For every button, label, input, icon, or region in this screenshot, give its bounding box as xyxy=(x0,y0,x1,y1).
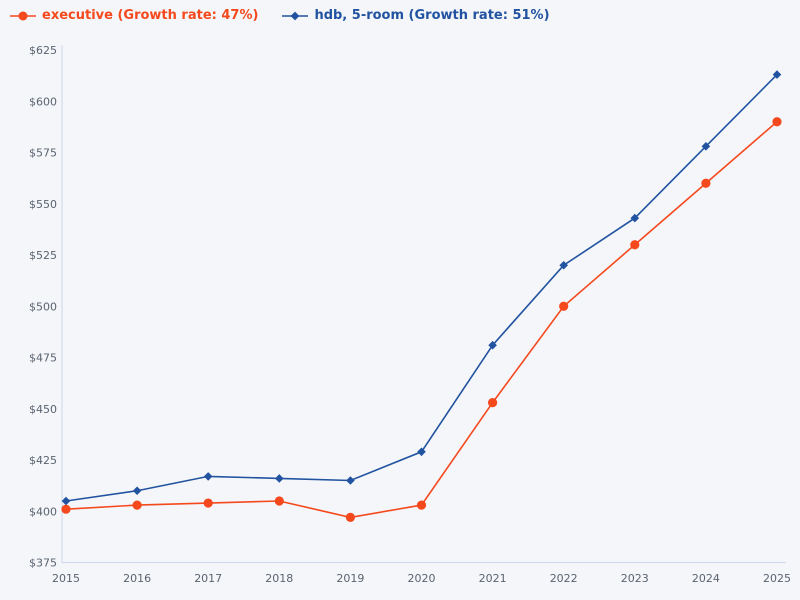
data-point-hdb-5-room-2024[interactable] xyxy=(701,142,711,151)
data-point-hdb-5-room-2018[interactable] xyxy=(275,474,284,483)
x-tick-label: 2019 xyxy=(336,572,364,585)
y-tick-label: $525 xyxy=(29,249,57,262)
x-tick-label: 2020 xyxy=(408,572,436,585)
x-tick-label: 2024 xyxy=(692,572,720,585)
data-point-executive-2025[interactable] xyxy=(772,117,782,127)
legend-item-executive[interactable]: executive (Growth rate: 47%) xyxy=(10,8,258,23)
y-tick-label: $425 xyxy=(29,454,57,467)
y-tick-label: $450 xyxy=(29,403,57,416)
x-tick-label: 2015 xyxy=(52,572,80,585)
data-point-hdb-5-room-2022[interactable] xyxy=(559,260,568,270)
data-point-executive-2024[interactable] xyxy=(701,178,711,188)
y-tick-label: $575 xyxy=(29,147,57,160)
data-point-executive-2016[interactable] xyxy=(132,500,142,510)
data-point-hdb-5-room-2016[interactable] xyxy=(132,486,142,496)
x-tick-label: 2023 xyxy=(621,572,649,585)
x-tick-label: 2021 xyxy=(479,572,507,585)
data-point-hdb-5-room-2017[interactable] xyxy=(203,472,213,481)
legend-item-hdb-5-room[interactable]: hdb, 5-room (Growth rate: 51%) xyxy=(282,8,550,23)
x-tick-label: 2018 xyxy=(265,572,293,585)
legend-label-hdb-5-room: hdb, 5-room (Growth rate: 51%) xyxy=(314,8,550,23)
y-tick-label: $550 xyxy=(29,198,57,211)
data-point-executive-2021[interactable] xyxy=(488,398,498,408)
y-tick-label: $500 xyxy=(29,300,57,313)
series-line-hdb-5-room xyxy=(65,74,778,502)
data-point-hdb-5-room-2023[interactable] xyxy=(630,213,640,223)
data-point-executive-2018[interactable] xyxy=(274,496,284,506)
x-tick-label: 2016 xyxy=(123,572,151,585)
y-tick-label: $375 xyxy=(29,557,57,570)
data-point-hdb-5-room-2025[interactable] xyxy=(772,70,782,79)
x-tick-label: 2017 xyxy=(194,572,222,585)
legend-circle-marker-icon xyxy=(10,10,36,22)
chart-legend: executive (Growth rate: 47%) hdb, 5-room… xyxy=(10,8,550,23)
x-tick-label: 2025 xyxy=(763,572,791,585)
data-point-executive-2017[interactable] xyxy=(203,498,213,508)
data-point-executive-2020[interactable] xyxy=(416,500,427,510)
data-point-hdb-5-room-2015[interactable] xyxy=(61,496,71,506)
y-tick-label: $600 xyxy=(29,95,57,108)
legend-diamond-marker-icon xyxy=(282,10,309,22)
x-tick-label: 2022 xyxy=(550,572,578,585)
data-point-executive-2022[interactable] xyxy=(559,301,569,311)
data-point-hdb-5-room-2020[interactable] xyxy=(417,447,426,457)
y-tick-label: $400 xyxy=(29,505,57,518)
y-tick-label: $625 xyxy=(29,44,57,57)
y-tick-label: $475 xyxy=(29,352,57,365)
data-point-executive-2015[interactable] xyxy=(61,504,71,514)
data-point-hdb-5-room-2019[interactable] xyxy=(346,476,355,485)
data-point-executive-2023[interactable] xyxy=(630,240,640,250)
data-point-hdb-5-room-2021[interactable] xyxy=(488,340,497,350)
data-point-executive-2019[interactable] xyxy=(345,512,355,523)
legend-label-executive: executive (Growth rate: 47%) xyxy=(42,8,259,23)
